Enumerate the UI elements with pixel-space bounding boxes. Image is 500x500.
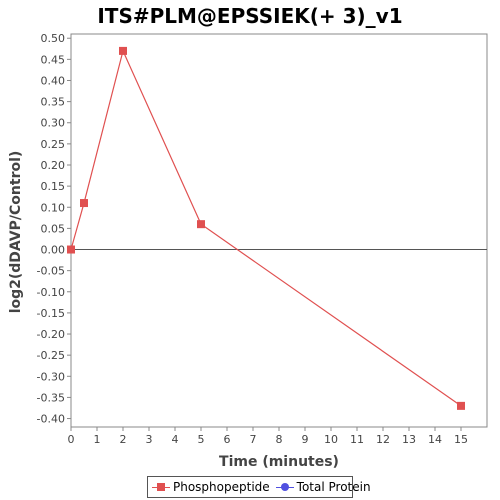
data-point [457, 401, 465, 410]
series-layer [67, 46, 465, 410]
x-tick-label: 11 [350, 433, 364, 446]
x-tick-label: 5 [198, 433, 205, 446]
x-tick-label: 0 [68, 433, 75, 446]
data-point [80, 199, 88, 208]
y-tick-label: -0.05 [37, 265, 65, 278]
legend: Phosphopeptide Total Protein [147, 476, 371, 498]
data-point [197, 220, 205, 229]
y-tick-label: -0.20 [37, 328, 65, 341]
x-tick-label: 15 [454, 433, 468, 446]
y-tick-label: -0.30 [37, 370, 65, 383]
legend-item-total-protein: Total Protein [275, 480, 371, 494]
y-axis: 0.50 0.45 0.40 0.35 0.30 0.25 0.20 0.15 0.10 0.05… [37, 32, 71, 426]
x-tick-label: 4 [172, 433, 179, 446]
y-tick-label: 0.15 [41, 180, 66, 193]
legend-item-phosphopeptide: Phosphopeptide [152, 480, 270, 494]
y-tick-label: -0.10 [37, 286, 65, 299]
x-tick-label: 13 [402, 433, 416, 446]
x-tick-label: 7 [250, 433, 257, 446]
y-tick-label: 0.40 [41, 74, 66, 87]
x-tick-label: 2 [120, 433, 127, 446]
legend-label: Phosphopeptide [173, 480, 270, 494]
y-tick-label: 0.00 [41, 244, 66, 257]
y-tick-label: 0.50 [41, 32, 66, 45]
y-tick-label: 0.30 [41, 117, 66, 130]
data-point [67, 245, 75, 254]
x-tick-label: 12 [376, 433, 390, 446]
x-tick-label: 1 [94, 433, 101, 446]
y-tick-label: -0.25 [37, 349, 65, 362]
x-tick-label: 9 [302, 433, 309, 446]
y-tick-label: 0.35 [41, 96, 66, 109]
y-tick-label: 0.45 [41, 53, 66, 66]
x-axis-label: Time (minutes) [219, 454, 339, 470]
legend-label: Total Protein [296, 480, 371, 494]
y-tick-label: -0.40 [37, 413, 65, 426]
y-tick-label: 0.25 [41, 138, 66, 151]
x-tick-label: 3 [146, 433, 153, 446]
data-point [119, 46, 127, 55]
y-tick-label: 0.10 [41, 201, 66, 214]
y-axis-label: log2(dDAVP/Control) [8, 151, 24, 314]
x-tick-label: 10 [324, 433, 338, 446]
x-tick-label: 14 [428, 433, 442, 446]
y-tick-label: -0.35 [37, 391, 65, 404]
square-marker-icon [152, 482, 170, 492]
x-tick-label: 6 [224, 433, 231, 446]
circle-marker-icon [275, 482, 294, 492]
x-tick-label: 8 [276, 433, 283, 446]
x-axis: 0 1 2 3 4 5 6 7 8 9 10 11 12 13 14 15 [68, 427, 468, 446]
y-tick-label: 0.05 [41, 222, 66, 235]
chart-title: ITS#PLM@EPSSIEK(+ 3)_v1 [97, 4, 402, 28]
y-tick-label: -0.15 [37, 307, 65, 320]
plot-area [70, 33, 488, 428]
y-tick-label: 0.20 [41, 159, 66, 172]
